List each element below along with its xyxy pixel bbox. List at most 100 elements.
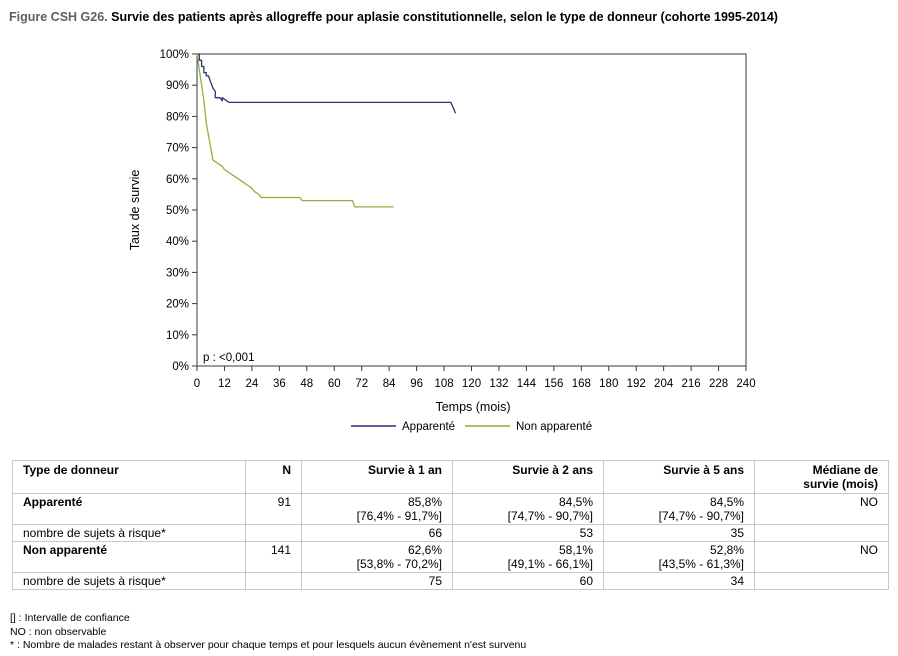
footnote-no: NO : non observable — [10, 625, 107, 638]
table-row: Apparenté 91 85,8% [76,4% - 91,7%] 84,5%[… — [12, 493, 889, 525]
figure-title: Figure CSH G26. Survie des patients aprè… — [9, 10, 778, 24]
at-risk-n-empty — [245, 572, 302, 590]
x-tick-label: 132 — [489, 378, 508, 390]
y-tick-label: 60% — [166, 174, 189, 186]
row-n: 141 — [245, 541, 302, 573]
x-tick-label: 12 — [218, 378, 231, 390]
confidence-interval: [43,5% - 61,3%] — [658, 557, 744, 571]
x-tick-label: 0 — [194, 378, 200, 390]
x-tick-label: 144 — [517, 378, 537, 390]
series-line-0 — [197, 53, 457, 114]
at-risk-median-empty — [754, 572, 889, 590]
header-survival-1y: Survie à 1 an — [301, 460, 453, 494]
value: 52,8% — [709, 543, 744, 557]
x-tick-label: 72 — [355, 378, 368, 390]
y-tick-label: 80% — [166, 111, 189, 123]
at-risk-5y: 34 — [603, 572, 755, 590]
confidence-interval: [53,8% - 70,2%] — [356, 557, 442, 571]
at-risk-2y: 60 — [452, 572, 604, 590]
x-tick-label: 156 — [544, 378, 563, 390]
x-tick-label: 240 — [736, 378, 755, 390]
confidence-interval: [74,7% - 90,7%] — [507, 509, 593, 523]
row-survival-2y: 58,1% [49,1% - 66,1%] — [452, 541, 604, 573]
x-tick-label: 180 — [599, 378, 618, 390]
header-donor-type: Type de donneur — [12, 460, 246, 494]
y-tick-label: 90% — [166, 80, 189, 92]
value: 84,5% — [709, 495, 744, 509]
table-row-at-risk: nombre de sujets à risque* 75 60 34 — [12, 572, 889, 590]
footnote-ci: [] : Intervalle de confiance — [10, 612, 130, 624]
x-tick-label: 48 — [300, 378, 313, 390]
footnotes: [] : Intervalle de confiance NO : non ob… — [10, 612, 526, 653]
x-tick-label: 216 — [682, 378, 701, 390]
at-risk-5y: 35 — [603, 524, 755, 542]
value: 62,6% — [407, 543, 442, 557]
p-value-annotation: p : <0,001 — [203, 352, 254, 364]
figure-title-lead: Figure CSH G26. — [9, 10, 108, 24]
footnote-at-risk: * : Nombre de malades restant à observer… — [10, 639, 527, 651]
x-tick-label: 228 — [709, 378, 728, 390]
row-median: NO — [754, 541, 889, 573]
row-survival-2y: 84,5% [74,7% - 90,7%] — [452, 493, 604, 525]
y-tick-label: 100% — [160, 49, 189, 61]
at-risk-label: nombre de sujets à risque* — [12, 572, 246, 590]
x-tick-label: 168 — [572, 378, 591, 390]
row-label: Apparenté — [12, 493, 246, 525]
table-row: Non apparenté 141 62,6% [53,8% - 70,2%] 5… — [12, 541, 889, 573]
row-label: Non apparenté — [12, 541, 246, 573]
legend-label-1: Non apparenté — [516, 421, 592, 433]
header-median: Médiane de survie (mois) — [754, 460, 889, 494]
y-tick-label: 20% — [166, 299, 189, 311]
y-axis-label: Taux de survie — [128, 170, 142, 251]
header-survival-5y: Survie à 5 ans — [603, 460, 755, 494]
figure-title-text: Survie des patients après allogreffe pou… — [107, 10, 778, 24]
header-median-line2: survie (mois) — [803, 477, 878, 491]
row-n: 91 — [245, 493, 302, 525]
x-tick-label: 24 — [246, 378, 259, 390]
x-axis-label: Temps (mois) — [435, 400, 510, 414]
confidence-interval: [49,1% - 66,1%] — [507, 557, 593, 571]
x-tick-label: 120 — [462, 378, 481, 390]
x-tick-label: 36 — [273, 378, 286, 390]
chart-axes: 0% 10% 20% 30% 40% 50% 60% 70% 80% 90% 100% 0 12 24 36… — [160, 49, 756, 390]
x-tick-label: 108 — [434, 378, 453, 390]
header-n: N — [245, 460, 302, 494]
y-tick-label: 0% — [172, 361, 189, 373]
row-survival-1y: 62,6% [53,8% - 70,2%] — [301, 541, 453, 573]
x-tick-label: 84 — [383, 378, 396, 390]
row-median: NO — [754, 493, 889, 525]
x-tick-label: 192 — [627, 378, 646, 390]
table-row-at-risk: nombre de sujets à risque* 66 53 35 — [12, 524, 889, 542]
at-risk-label: nombre de sujets à risque* — [12, 524, 246, 542]
at-risk-1y: 66 — [301, 524, 453, 542]
x-tick-label: 60 — [328, 378, 341, 390]
header-median-line1: Médiane de — [812, 463, 878, 477]
confidence-interval: [74,7% - 90,7%] — [658, 509, 744, 523]
y-tick-label: 70% — [166, 143, 189, 155]
x-tick-label: 204 — [654, 378, 674, 390]
y-tick-label: 10% — [166, 330, 189, 342]
at-risk-median-empty — [754, 524, 889, 542]
row-survival-5y: 84,5% [74,7% - 90,7%] — [603, 493, 755, 525]
at-risk-1y: 75 — [301, 572, 453, 590]
header-survival-2y: Survie à 2 ans — [452, 460, 604, 494]
chart-series — [196, 53, 457, 208]
x-tick-label: 96 — [410, 378, 423, 390]
y-tick-label: 50% — [166, 205, 189, 217]
survival-chart: 0% 10% 20% 30% 40% 50% 60% 70% 80% 90% 100% 0 12 24 36… — [128, 49, 756, 433]
legend-label-0: Apparenté — [402, 421, 455, 433]
confidence-interval: [76,4% - 91,7%] — [356, 509, 442, 523]
value: 85,8% — [407, 495, 442, 509]
value: 84,5% — [558, 495, 593, 509]
row-survival-5y: 52,8% [43,5% - 61,3%] — [603, 541, 755, 573]
at-risk-2y: 53 — [452, 524, 604, 542]
table-header-row: Type de donneur N Survie à 1 an Survie à… — [12, 460, 889, 494]
plot-frame — [196, 53, 747, 367]
at-risk-n-empty — [245, 524, 302, 542]
y-tick-label: 40% — [166, 236, 189, 248]
value: 58,1% — [558, 543, 593, 557]
chart-legend: Apparenté Non apparenté — [351, 421, 592, 433]
row-survival-1y: 85,8% [76,4% - 91,7%] — [301, 493, 453, 525]
series-line-1 — [196, 53, 394, 208]
y-tick-label: 30% — [166, 267, 189, 279]
